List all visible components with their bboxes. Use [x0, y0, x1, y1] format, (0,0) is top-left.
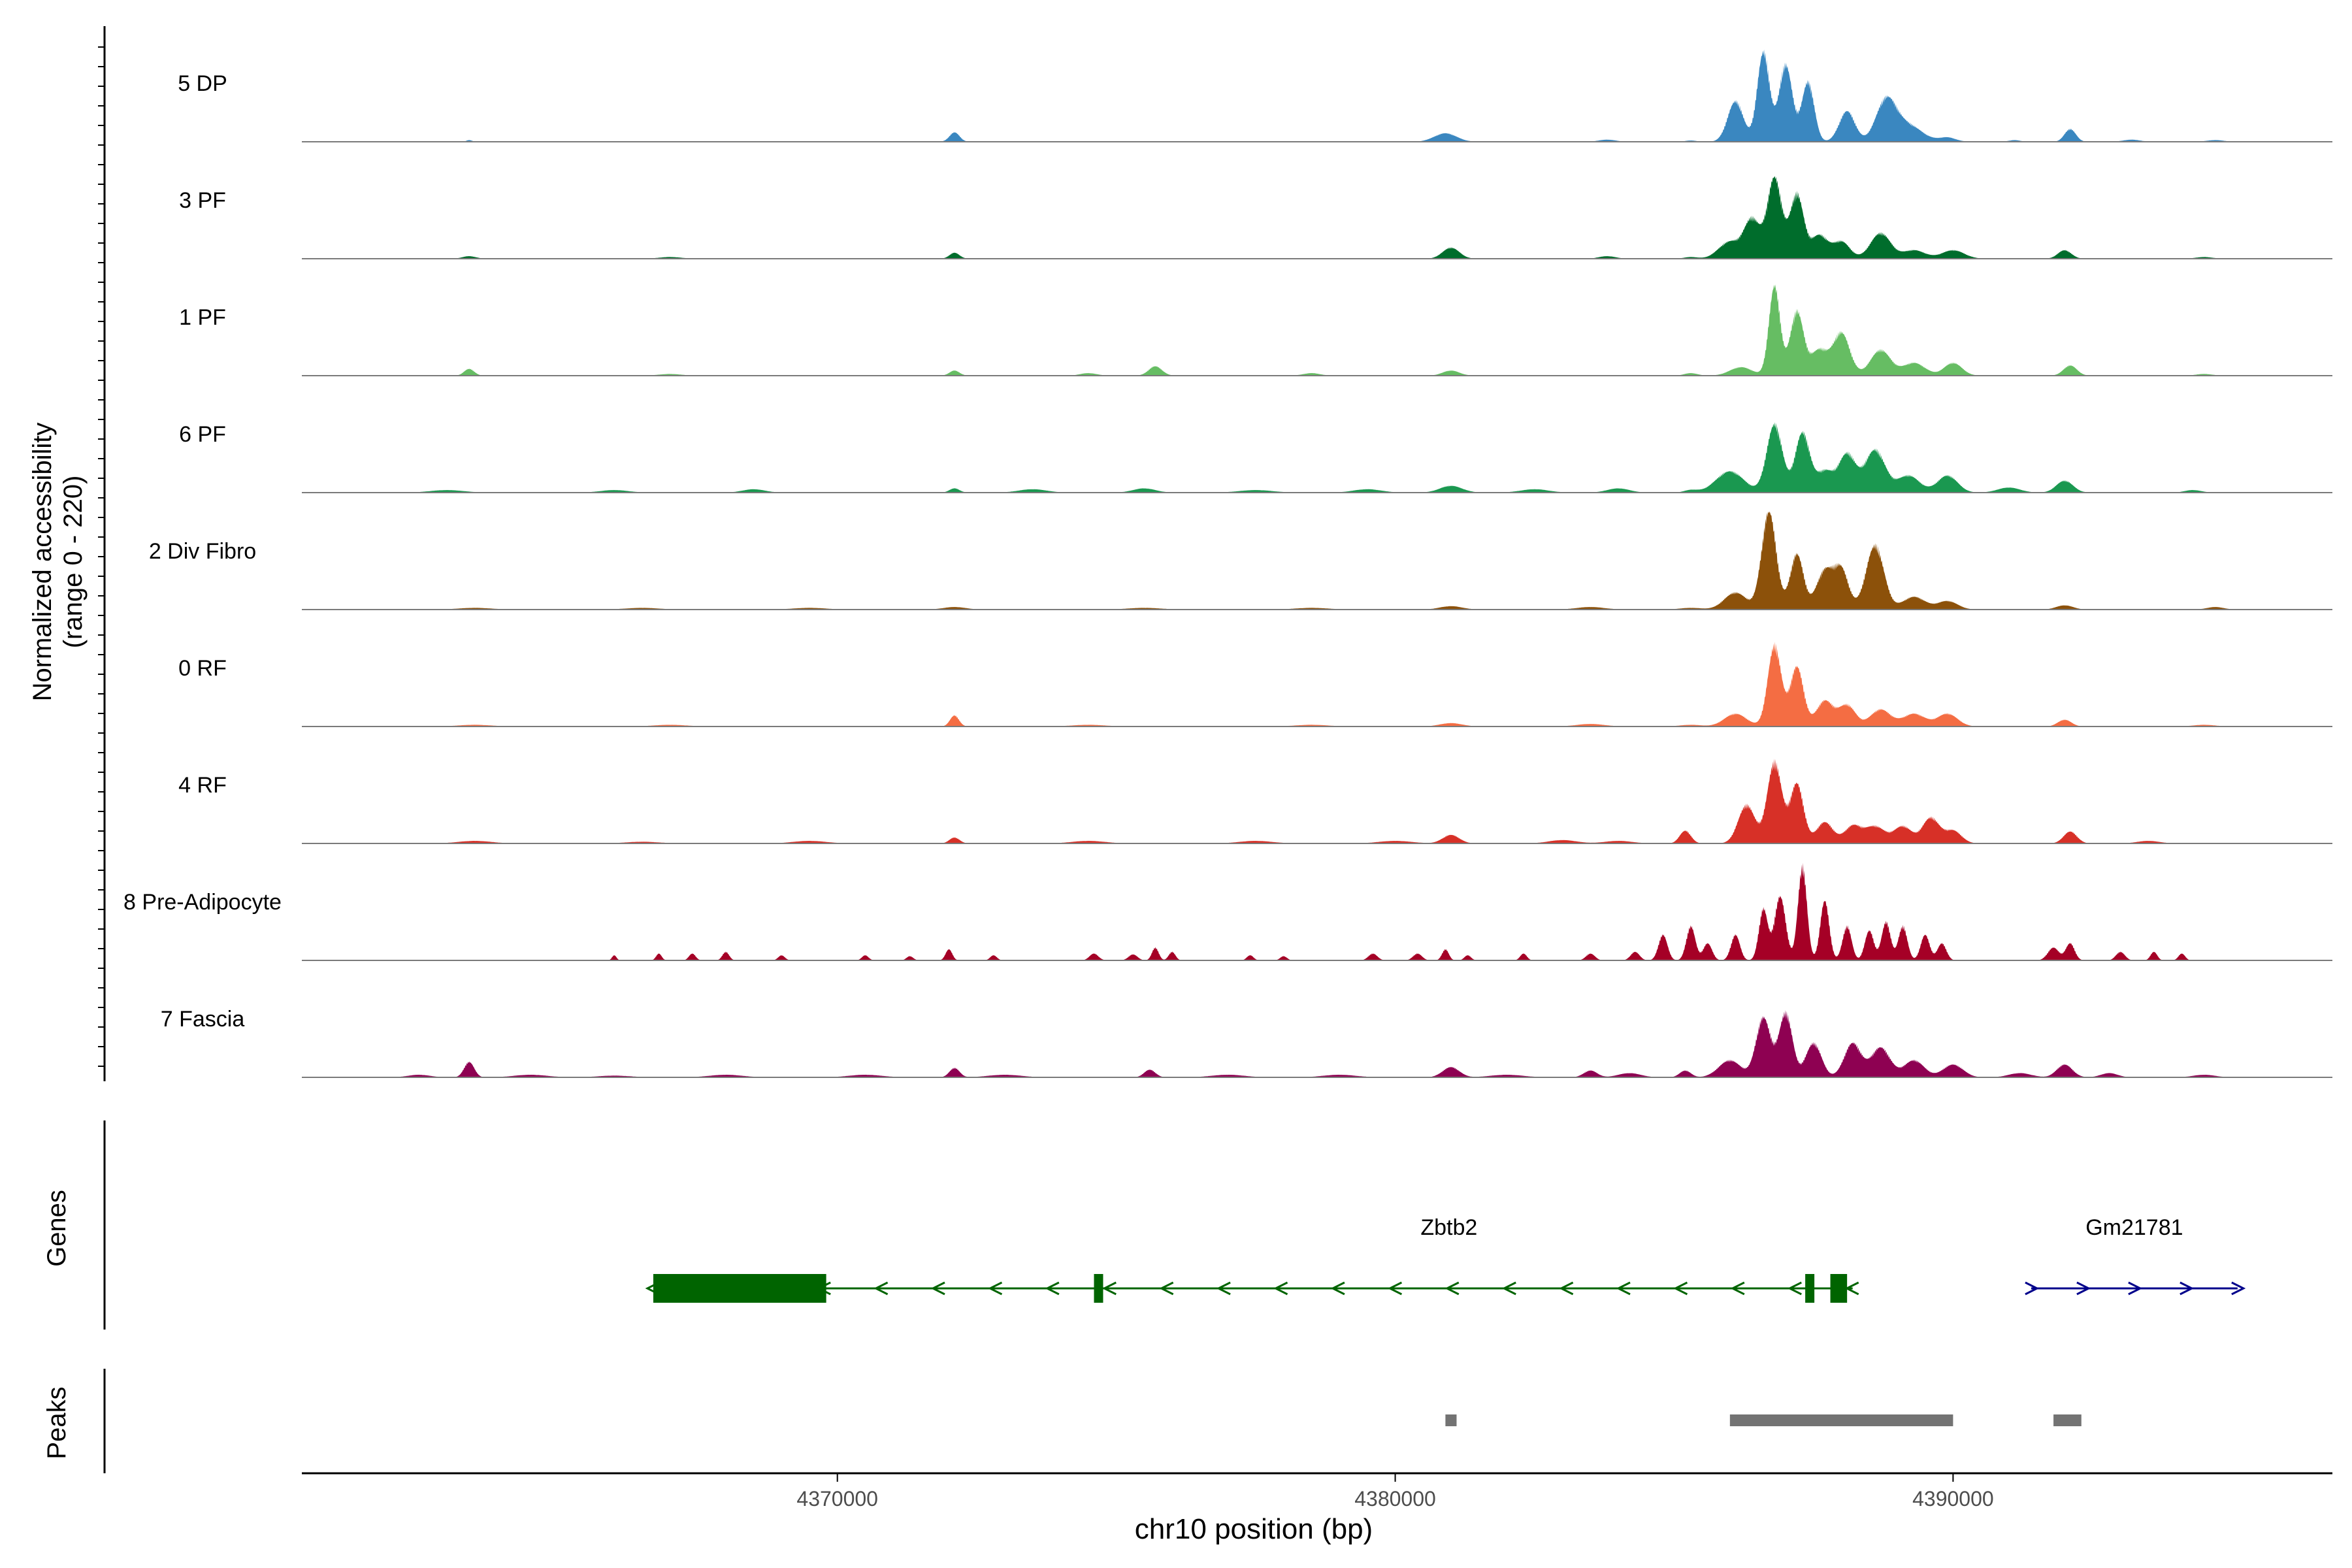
- peak-region: [1729, 1414, 1953, 1426]
- coverage-tracks: 5 DP 3 PF 1 PF 6 PF 2 Div Fibro 0 RF 4 RF 8 Pre…: [123, 49, 2332, 1078]
- strand-arrow: [1616, 1281, 1631, 1296]
- coverage-area: [391, 759, 2232, 843]
- strand-arrow: [930, 1281, 945, 1296]
- gene-exon: [653, 1274, 826, 1303]
- y-axis-title-line1: Normalized accessibility: [28, 423, 57, 702]
- strand-arrow: [1102, 1281, 1117, 1296]
- coverage-area: [391, 284, 2232, 376]
- gene-1: Gm21781: [2025, 1215, 2246, 1296]
- track-label: 0 RF: [178, 656, 227, 681]
- gene-exon: [1805, 1274, 1815, 1303]
- peaks-panel-label: Peaks: [42, 1386, 71, 1459]
- strand-arrow: [1330, 1281, 1345, 1296]
- track-label: 3 PF: [179, 188, 226, 213]
- x-tick-label: 4380000: [1354, 1487, 1436, 1511]
- gene-exon: [1830, 1274, 1848, 1303]
- gene-exon: [1094, 1274, 1103, 1303]
- track-label: 8 Pre-Adipocyte: [123, 890, 282, 915]
- track-4: 2 Div Fibro: [149, 512, 2332, 610]
- gene-name: Gm21781: [2085, 1215, 2183, 1240]
- genes-track: Zbtb2 Gm21781: [103, 1120, 2246, 1330]
- peak-region: [1445, 1414, 1457, 1426]
- track-0: 5 DP: [178, 49, 2332, 142]
- coverage-area: [391, 1010, 2232, 1077]
- strand-arrow: [1216, 1281, 1231, 1296]
- strand-arrow: [2180, 1281, 2195, 1296]
- track-label: 1 PF: [179, 305, 226, 330]
- coverage-area: [391, 512, 2232, 610]
- strand-arrow: [1445, 1281, 1460, 1296]
- strand-arrow: [2231, 1281, 2246, 1296]
- strand-arrow: [1673, 1281, 1688, 1296]
- track-2: 1 PF: [179, 284, 2332, 376]
- coverage-area: [391, 49, 2232, 142]
- coverage-area: [391, 862, 2232, 960]
- gene-name: Zbtb2: [1420, 1215, 1477, 1240]
- x-axis: 4370000 4380000 4390000: [302, 1472, 2332, 1511]
- y-axis-title-line2: (range 0 - 220): [59, 476, 88, 649]
- strand-arrow: [988, 1281, 1003, 1296]
- track-8: 7 Fascia: [161, 1007, 2332, 1078]
- x-tick-label: 4390000: [1912, 1487, 1994, 1511]
- strand-arrow: [2128, 1281, 2143, 1296]
- strand-arrow: [1730, 1281, 1745, 1296]
- strand-arrow: [1045, 1281, 1060, 1296]
- track-1: 3 PF: [179, 176, 2332, 259]
- genes-panel-label: Genes: [42, 1190, 71, 1267]
- x-tick-label: 4370000: [796, 1487, 878, 1511]
- strand-arrow: [874, 1281, 889, 1296]
- peak-region: [2053, 1414, 2082, 1426]
- track-7: 8 Pre-Adipocyte: [123, 862, 2332, 961]
- strand-arrow: [1273, 1281, 1288, 1296]
- strand-arrow: [2025, 1281, 2040, 1296]
- strand-arrow: [1559, 1281, 1574, 1296]
- track-6: 4 RF: [178, 759, 2332, 844]
- peaks-track: [103, 1369, 2082, 1473]
- coverage-area: [391, 176, 2232, 259]
- x-axis-title: chr10 position (bp): [1135, 1513, 1373, 1545]
- strand-arrow: [1387, 1281, 1403, 1296]
- coverage-area: [391, 422, 2232, 493]
- track-label: 4 RF: [178, 773, 227, 798]
- track-label: 7 Fascia: [161, 1007, 245, 1032]
- track-3: 6 PF: [179, 422, 2332, 493]
- coverage-area: [391, 642, 2232, 727]
- strand-arrow: [1159, 1281, 1174, 1296]
- gene-0: Zbtb2: [645, 1215, 1859, 1303]
- track-label: 2 Div Fibro: [149, 539, 256, 564]
- track-label: 6 PF: [179, 422, 226, 447]
- track-5: 0 RF: [178, 642, 2332, 727]
- strand-arrow: [2076, 1281, 2091, 1296]
- track-label: 5 DP: [178, 71, 227, 96]
- strand-arrow: [1501, 1281, 1516, 1296]
- accessibility-y-axis: [98, 26, 106, 1081]
- strand-arrow: [1787, 1281, 1802, 1296]
